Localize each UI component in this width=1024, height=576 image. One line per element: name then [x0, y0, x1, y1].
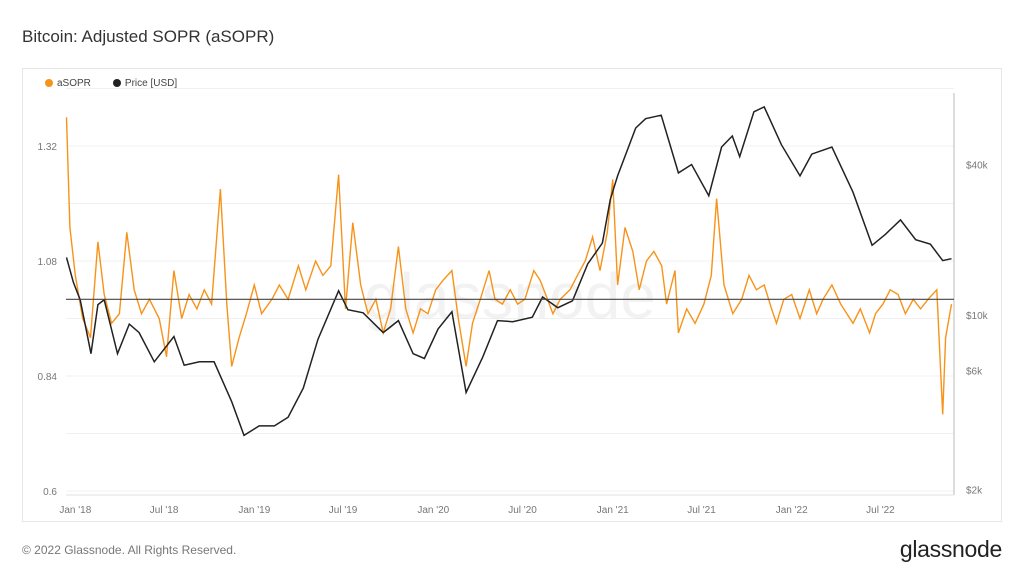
y-right-tick: $6k — [966, 366, 983, 377]
watermark: glassnode — [364, 260, 656, 332]
glassnode-logo: glassnode — [899, 536, 1002, 562]
y-right-tick: $40k — [966, 160, 989, 171]
x-tick: Jul '21 — [687, 505, 716, 516]
legend-label: Price [USD] — [124, 78, 178, 89]
price-line — [65, 105, 952, 437]
y-left-tick: 0.84 — [38, 372, 58, 383]
chart-card — [22, 68, 1002, 522]
x-tick: Jan '18 — [59, 505, 91, 516]
legend-label: aSOPR — [57, 78, 91, 89]
price-dot-icon — [112, 79, 121, 87]
copyright: © 2022 Glassnode. All Rights Reserved. — [22, 543, 237, 557]
y-left-tick: 0.6 — [43, 487, 57, 498]
x-tick: Jan '20 — [417, 505, 449, 516]
x-tick: Jul '22 — [866, 505, 895, 516]
x-tick: Jan '21 — [597, 505, 629, 516]
chart-title: Bitcoin: Adjusted SOPR (aSOPR) — [22, 27, 275, 46]
asopr-line — [65, 117, 953, 415]
x-tick: Jan '22 — [776, 505, 808, 516]
legend-item-price[interactable]: Price [USD] — [112, 78, 178, 89]
y-right-tick: $2k — [966, 486, 983, 497]
legend: aSOPR Price [USD] — [45, 78, 177, 89]
asopr-dot-icon — [45, 79, 53, 87]
y-left-tick: 1.08 — [38, 257, 58, 268]
x-tick: Jul '20 — [508, 505, 537, 516]
y-right-tick: $10k — [966, 311, 989, 322]
y-left-tick: 1.32 — [38, 142, 58, 153]
legend-item-asopr[interactable]: aSOPR — [45, 78, 91, 89]
x-tick: Jan '19 — [238, 505, 270, 516]
x-tick: Jul '18 — [150, 505, 179, 516]
x-tick: Jul '19 — [329, 505, 358, 516]
